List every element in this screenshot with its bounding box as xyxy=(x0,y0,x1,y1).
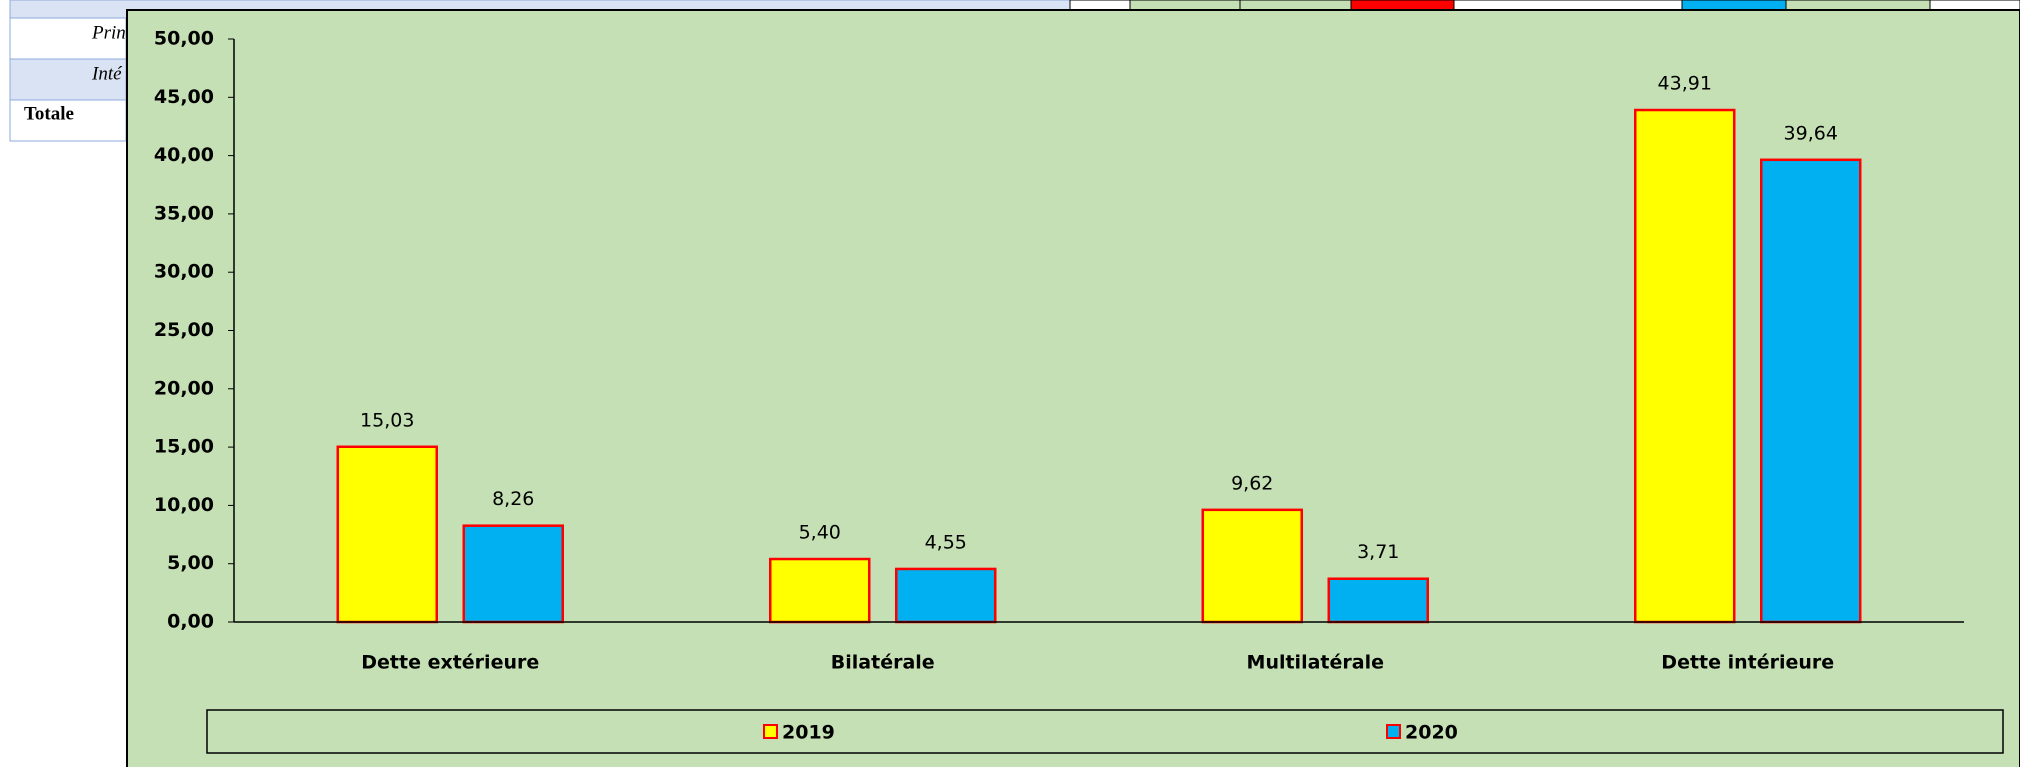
y-tick-label: 0,00 xyxy=(167,611,214,633)
cell xyxy=(9,58,127,101)
cell xyxy=(9,17,127,60)
value-label: 39,64 xyxy=(1784,122,1838,144)
y-tick-label: 35,00 xyxy=(154,202,214,224)
bar xyxy=(1327,577,1429,624)
bar xyxy=(1760,158,1862,624)
x-tick-label: Bilatérale xyxy=(831,652,935,674)
bar xyxy=(895,567,997,624)
value-label: 3,71 xyxy=(1357,541,1399,563)
y-tick-label: 50,00 xyxy=(154,28,214,50)
bar xyxy=(336,445,438,624)
row-label: Prin xyxy=(91,22,126,43)
x-tick-label: Dette intérieure xyxy=(1661,652,1834,674)
y-tick-label: 20,00 xyxy=(154,377,214,399)
legend-label: 2020 xyxy=(1405,722,1458,744)
y-tick-label: 45,00 xyxy=(154,86,214,108)
legend xyxy=(206,709,2004,754)
row-label: Totale xyxy=(24,103,74,124)
bar xyxy=(1201,508,1303,624)
bar xyxy=(1634,108,1736,624)
y-tick-label: 5,00 xyxy=(167,552,214,574)
value-label: 9,62 xyxy=(1231,472,1273,494)
value-label: 5,40 xyxy=(799,522,841,544)
y-tick-label: 40,00 xyxy=(154,144,214,166)
legend-swatch xyxy=(1386,724,1401,739)
bar xyxy=(769,557,871,624)
legend-swatch xyxy=(763,724,778,739)
value-label: 4,55 xyxy=(925,531,967,553)
y-tick-label: 15,00 xyxy=(154,436,214,458)
y-tick-label: 25,00 xyxy=(154,319,214,341)
value-label: 15,03 xyxy=(360,409,414,431)
x-tick-label: Multilatérale xyxy=(1247,652,1384,674)
y-tick-label: 10,00 xyxy=(154,494,214,516)
x-tick-label: Dette extérieure xyxy=(361,652,539,674)
value-label: 8,26 xyxy=(492,488,534,510)
cell xyxy=(9,99,127,142)
bar xyxy=(462,524,564,624)
y-tick-label: 30,00 xyxy=(154,261,214,283)
row-label: Inté xyxy=(91,63,123,84)
legend-label: 2019 xyxy=(782,722,835,744)
value-label: 43,91 xyxy=(1658,73,1712,95)
